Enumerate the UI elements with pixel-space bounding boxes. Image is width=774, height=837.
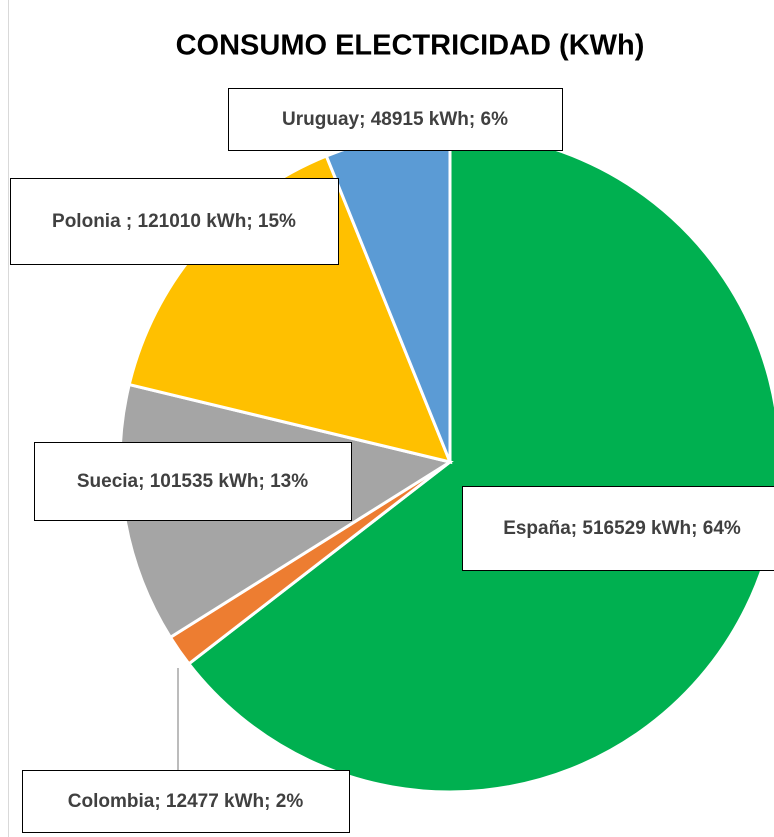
data-labels: España; 516529 kWh; 64% Colombia; 12477 k… bbox=[10, 88, 774, 833]
data-label: Uruguay; 48915 kWh; 6% bbox=[282, 109, 508, 130]
pie-slice: España bbox=[186, 130, 774, 794]
data-label: Suecia; 101535 kWh; 13% bbox=[77, 471, 308, 492]
data-label-box bbox=[228, 88, 563, 151]
data-label-box bbox=[22, 770, 350, 833]
data-label: España; 516529 kWh; 64% bbox=[503, 518, 741, 539]
data-label-box bbox=[34, 442, 352, 521]
chart-title: CONSUMO ELECTRICIDAD (KWh) bbox=[176, 30, 645, 62]
data-label-box bbox=[462, 486, 774, 571]
data-label: Polonia ; 121010 kWh; 15% bbox=[52, 211, 296, 232]
data-label: Colombia; 12477 kWh; 2% bbox=[68, 791, 304, 812]
data-label-box bbox=[10, 178, 339, 265]
